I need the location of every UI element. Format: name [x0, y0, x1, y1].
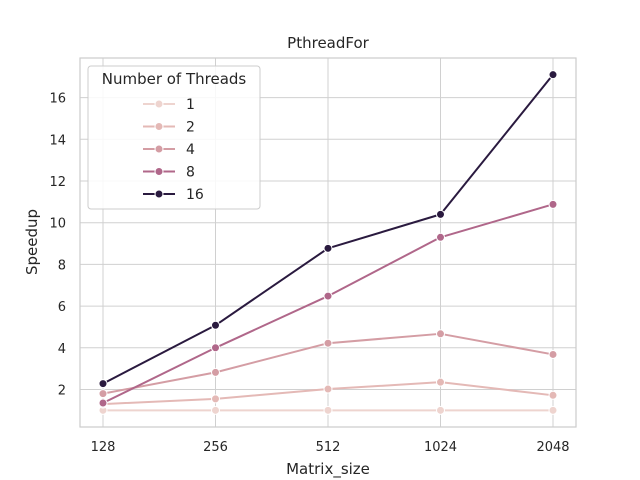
x-tick-labels: 128 256 512 1024 2048: [91, 440, 570, 455]
data-point-1: [211, 405, 220, 415]
y-tick-label: 16: [49, 92, 66, 107]
y-axis-label: Speedup: [23, 209, 41, 275]
x-tick-label: 512: [316, 440, 341, 455]
data-point-4: [548, 349, 558, 359]
data-point-8: [323, 291, 333, 301]
y-tick-labels: 2 4 6 8 10 12 14 16: [49, 92, 66, 399]
y-tick-label: 6: [58, 300, 66, 315]
x-tick-label: 1024: [424, 440, 457, 455]
y-tick-label: 10: [49, 217, 66, 232]
legend-box: [87, 65, 261, 210]
data-point-16: [548, 70, 558, 80]
legend-marker-16: [154, 189, 164, 199]
data-point-1: [323, 405, 333, 415]
legend-label-2: 2: [186, 120, 195, 136]
y-tick-label: 2: [58, 383, 66, 398]
chart-title: PthreadFor: [287, 34, 369, 52]
data-point-8: [211, 343, 220, 353]
data-point-4: [436, 329, 445, 339]
plot-frame: [79, 57, 577, 428]
legend: Number of Threads 1 2 4 8 16: [87, 65, 261, 210]
data-point-4: [98, 389, 108, 399]
data-point-16: [211, 320, 220, 330]
legend-entries: 1 2 4 8 16: [143, 97, 204, 203]
x-tick-label: 2048: [536, 440, 569, 455]
legend-label-8: 8: [186, 165, 195, 181]
legend-marker-2: [154, 122, 164, 131]
data-point-8: [436, 232, 445, 242]
data-point-2: [323, 384, 333, 394]
data-point-1: [548, 405, 558, 415]
data-point-2: [548, 390, 558, 400]
data-point-16: [98, 379, 108, 389]
data-point-2: [436, 377, 445, 387]
legend-marker-8: [154, 167, 164, 176]
y-tick-label: 4: [58, 342, 66, 357]
legend-title: Number of Threads: [102, 70, 247, 88]
x-tick-label: 128: [91, 440, 116, 455]
x-axis-label: Matrix_size: [286, 460, 370, 479]
legend-label-16: 16: [186, 187, 204, 203]
data-point-1: [436, 405, 445, 415]
data-point-8: [98, 398, 108, 408]
y-tick-label: 8: [58, 258, 66, 273]
data-point-16: [436, 209, 445, 219]
legend-label-4: 4: [186, 142, 195, 158]
y-tick-label: 14: [49, 133, 66, 148]
y-tick-label: 12: [49, 175, 66, 190]
data-point-2: [211, 394, 220, 404]
data-point-4: [323, 338, 333, 348]
data-point-16: [323, 243, 333, 253]
data-point-8: [548, 199, 558, 209]
x-tick-label: 256: [203, 440, 228, 455]
legend-marker-4: [154, 144, 164, 154]
legend-label-1: 1: [186, 97, 195, 113]
legend-marker-1: [154, 99, 164, 109]
data-point-4: [211, 367, 220, 377]
series-layer: [98, 70, 558, 415]
